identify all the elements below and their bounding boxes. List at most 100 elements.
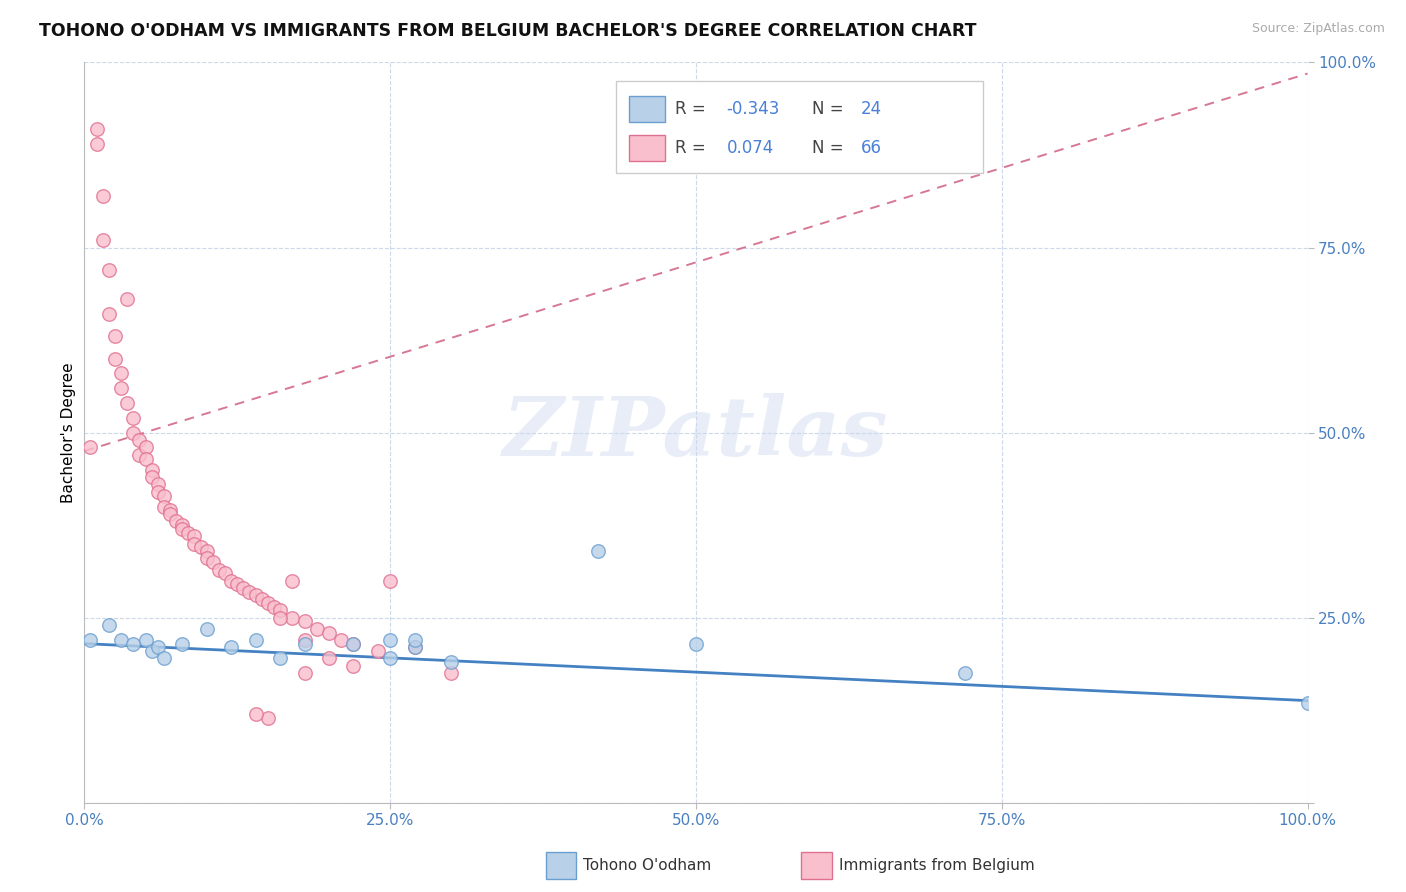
Point xyxy=(146,640,169,655)
Text: 24: 24 xyxy=(860,100,882,118)
Point xyxy=(97,307,120,321)
Point xyxy=(685,637,707,651)
Point xyxy=(128,448,150,462)
Point xyxy=(141,462,163,476)
Point xyxy=(159,503,181,517)
Point xyxy=(586,544,609,558)
FancyBboxPatch shape xyxy=(616,81,983,173)
Text: R =: R = xyxy=(675,138,711,157)
Point xyxy=(404,640,426,655)
Point xyxy=(122,425,145,440)
FancyBboxPatch shape xyxy=(628,135,665,161)
Point xyxy=(195,622,218,636)
Point xyxy=(257,711,280,725)
Point xyxy=(79,441,101,455)
FancyBboxPatch shape xyxy=(628,96,665,122)
Text: N =: N = xyxy=(813,138,849,157)
Point xyxy=(342,637,364,651)
Point xyxy=(440,655,463,669)
Point xyxy=(294,666,316,681)
Point xyxy=(153,500,176,514)
Text: -0.343: -0.343 xyxy=(727,100,780,118)
Point xyxy=(318,625,340,640)
Point xyxy=(86,122,108,136)
Point xyxy=(141,470,163,484)
Point xyxy=(122,637,145,651)
Point xyxy=(281,574,304,588)
Point xyxy=(250,592,273,607)
Point xyxy=(380,651,402,665)
Text: TOHONO O'ODHAM VS IMMIGRANTS FROM BELGIUM BACHELOR'S DEGREE CORRELATION CHART: TOHONO O'ODHAM VS IMMIGRANTS FROM BELGIU… xyxy=(39,22,977,40)
Point xyxy=(269,610,291,624)
Point xyxy=(404,632,426,647)
Point xyxy=(201,555,224,569)
Point xyxy=(104,351,127,366)
Text: 66: 66 xyxy=(860,138,882,157)
Point xyxy=(263,599,285,614)
Point xyxy=(104,329,127,343)
Point xyxy=(135,632,157,647)
Point xyxy=(146,477,169,491)
Point xyxy=(404,640,426,655)
Point xyxy=(110,632,132,647)
Point xyxy=(269,603,291,617)
Point xyxy=(238,584,260,599)
Point xyxy=(153,651,176,665)
Point xyxy=(219,574,242,588)
Text: Source: ZipAtlas.com: Source: ZipAtlas.com xyxy=(1251,22,1385,36)
Point xyxy=(208,563,231,577)
Point xyxy=(128,433,150,447)
Point xyxy=(141,644,163,658)
Point xyxy=(165,515,187,529)
Point xyxy=(91,233,114,247)
Point xyxy=(115,396,138,410)
Text: Tohono O'odham: Tohono O'odham xyxy=(583,858,711,872)
Point xyxy=(91,188,114,202)
Point xyxy=(135,451,157,466)
Point xyxy=(86,136,108,151)
Point xyxy=(380,574,402,588)
Point xyxy=(305,622,328,636)
Point xyxy=(294,637,316,651)
Point xyxy=(195,544,218,558)
Point xyxy=(245,706,267,721)
Point xyxy=(110,367,132,381)
Point xyxy=(281,610,304,624)
Point xyxy=(183,529,205,543)
Point xyxy=(159,507,181,521)
Text: R =: R = xyxy=(675,100,711,118)
Point xyxy=(342,637,364,651)
Point xyxy=(183,536,205,550)
Text: 0.074: 0.074 xyxy=(727,138,773,157)
Point xyxy=(1296,696,1319,710)
Point xyxy=(367,644,389,658)
Text: ZIPatlas: ZIPatlas xyxy=(503,392,889,473)
Point xyxy=(318,651,340,665)
Point xyxy=(153,489,176,503)
Point xyxy=(110,381,132,395)
Point xyxy=(195,551,218,566)
Point xyxy=(232,581,254,595)
Point xyxy=(172,637,194,651)
Point xyxy=(214,566,236,581)
Point xyxy=(135,441,157,455)
Point xyxy=(245,632,267,647)
Point xyxy=(115,293,138,307)
Text: Immigrants from Belgium: Immigrants from Belgium xyxy=(839,858,1035,872)
Point xyxy=(294,615,316,629)
Point xyxy=(97,262,120,277)
Point xyxy=(79,632,101,647)
Point xyxy=(294,632,316,647)
Point xyxy=(440,666,463,681)
Point xyxy=(380,632,402,647)
Point xyxy=(953,666,976,681)
Point xyxy=(269,651,291,665)
Point xyxy=(146,484,169,499)
Point xyxy=(330,632,353,647)
Point xyxy=(342,658,364,673)
Point xyxy=(257,596,280,610)
Point xyxy=(219,640,242,655)
Y-axis label: Bachelor's Degree: Bachelor's Degree xyxy=(60,362,76,503)
Point xyxy=(97,618,120,632)
Point xyxy=(190,541,212,555)
